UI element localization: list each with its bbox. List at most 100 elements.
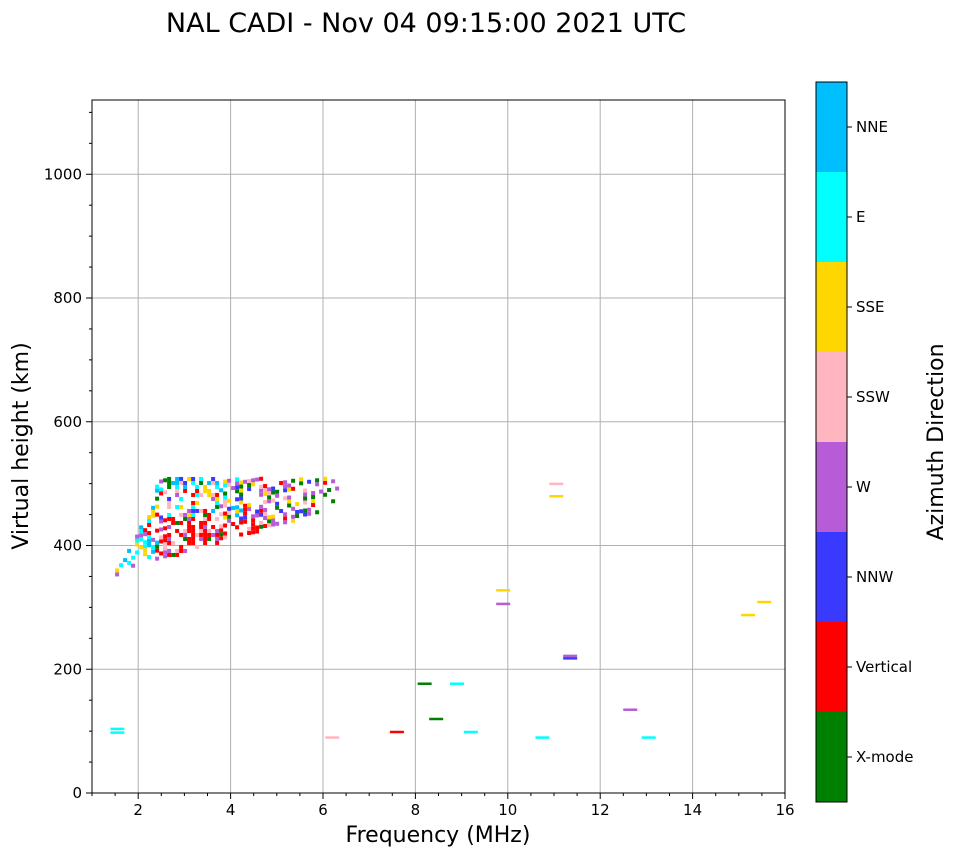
- echo-point: [227, 498, 232, 503]
- colorbar-label-w: W: [856, 478, 871, 496]
- echo-point: [183, 536, 188, 541]
- echo-point: [207, 480, 212, 485]
- echo-point: [267, 487, 272, 492]
- echo-point: [207, 532, 212, 537]
- y-axis: 0 200 400 600 800 1000: [44, 111, 92, 802]
- echo-point: [283, 516, 288, 521]
- echo-point: [199, 524, 204, 529]
- x-tick-label: 16: [775, 801, 794, 819]
- x-tick-label: 12: [591, 801, 610, 819]
- echo-point: [295, 510, 300, 515]
- echo-point: [235, 513, 240, 518]
- echo-point: [167, 504, 172, 509]
- echo-16: [641, 736, 656, 739]
- y-tick-label: 600: [53, 413, 82, 431]
- colorbar: X-mode Vertical NNW W SSW SSE E NNE: [815, 81, 913, 803]
- echo-point: [159, 535, 164, 540]
- echo-3: [389, 730, 404, 734]
- echo-point: [163, 490, 168, 495]
- echo-point: [163, 550, 168, 555]
- echo-point: [175, 488, 180, 493]
- echo-point: [167, 484, 172, 489]
- echo-point: [187, 520, 192, 525]
- echo-point: [115, 568, 120, 573]
- x-tick-label: 2: [133, 801, 143, 819]
- echo-point: [203, 508, 208, 513]
- colorbar-swatch-vertical: [816, 622, 847, 712]
- echo-point: [303, 488, 308, 493]
- echo-point: [255, 529, 260, 534]
- echo-point: [235, 505, 240, 510]
- echo-point: [159, 487, 164, 492]
- y-tick-label: 400: [53, 537, 82, 555]
- echo-point: [263, 524, 268, 529]
- echo-point: [291, 478, 296, 483]
- echo-point: [259, 508, 264, 513]
- echo-point: [267, 499, 272, 504]
- echo-point: [139, 537, 144, 542]
- echo-point: [175, 528, 180, 533]
- echo-point: [315, 482, 320, 487]
- echo-point: [271, 490, 276, 495]
- echo-point: [207, 516, 212, 521]
- echo-point: [183, 480, 188, 485]
- echo-point: [267, 491, 272, 496]
- echo-point: [183, 484, 188, 489]
- echo-point: [219, 504, 224, 509]
- colorbar-label-vertical: Vertical: [856, 658, 912, 676]
- echo-point: [275, 505, 280, 510]
- echo-point: [243, 511, 248, 516]
- echo-point: [247, 531, 252, 536]
- echo-point: [203, 516, 208, 521]
- echo-point: [267, 495, 272, 500]
- echo-point: [187, 476, 192, 481]
- echo-18: [757, 600, 772, 604]
- echo-point: [255, 477, 260, 482]
- echo-point: [147, 523, 152, 528]
- echo-point: [195, 488, 200, 493]
- echo-point: [195, 544, 200, 549]
- echo-point: [251, 518, 256, 523]
- echo-point: [211, 532, 216, 537]
- echo-point: [235, 489, 240, 494]
- echo-point: [179, 496, 184, 501]
- echo-point: [223, 523, 228, 528]
- echo-point: [263, 488, 268, 493]
- echo-point: [159, 515, 164, 520]
- echo-point: [223, 483, 228, 488]
- echo-point: [155, 504, 160, 509]
- echo-point: [171, 540, 176, 545]
- echo-point: [251, 526, 256, 531]
- echo-point: [159, 527, 164, 532]
- echo-point: [275, 493, 280, 498]
- echo-point: [227, 478, 232, 483]
- echo-point: [263, 512, 268, 517]
- echo-point: [239, 492, 244, 497]
- echo-point: [171, 520, 176, 525]
- echo-point: [227, 518, 232, 523]
- echo-point: [191, 504, 196, 509]
- echo-point: [203, 520, 208, 525]
- echo-point: [143, 548, 148, 553]
- echo-point: [227, 506, 232, 511]
- echo-point: [155, 528, 160, 533]
- echo-point: [219, 528, 224, 533]
- echo-point: [283, 488, 288, 493]
- echo-point: [223, 499, 228, 504]
- echo-point: [139, 529, 144, 534]
- echo-point: [143, 532, 148, 537]
- echo-point: [203, 524, 208, 529]
- echo-point: [195, 500, 200, 505]
- echo-point: [271, 518, 276, 523]
- echo-point: [147, 539, 152, 544]
- echo-point: [143, 552, 148, 557]
- echo-point: [239, 480, 244, 485]
- echo-point: [211, 496, 216, 501]
- colorbar-frame: [815, 81, 848, 803]
- echo-6: [449, 682, 464, 685]
- echo-point: [263, 484, 268, 489]
- echo-point: [195, 532, 200, 537]
- echo-point: [239, 532, 244, 537]
- echo-point: [191, 492, 196, 497]
- echo-point: [163, 538, 168, 543]
